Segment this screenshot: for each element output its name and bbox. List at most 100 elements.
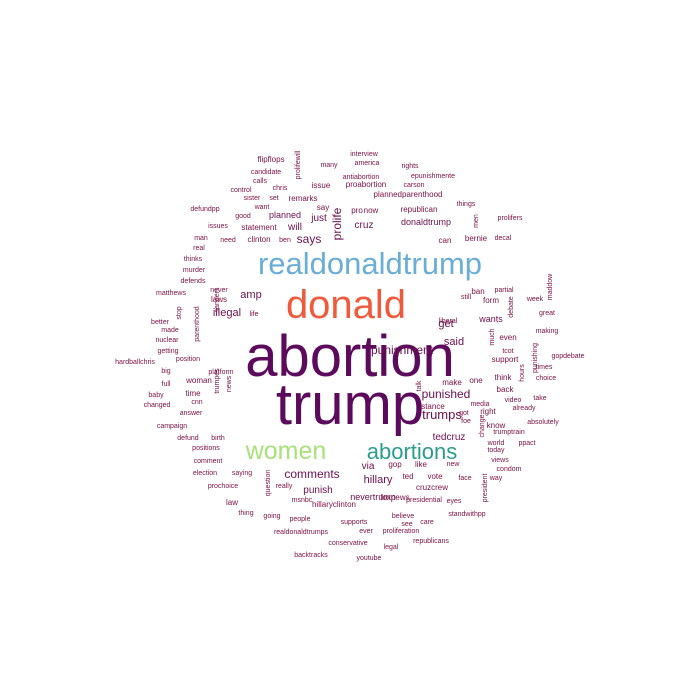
word-thing: thing xyxy=(238,510,253,517)
word-cruz: cruz xyxy=(355,220,374,231)
word-donald: donald xyxy=(286,283,406,327)
word-sister: sister xyxy=(244,195,261,202)
word-getting: getting xyxy=(157,348,178,355)
word-big: big xyxy=(161,368,170,375)
word-trump: trump xyxy=(276,372,424,437)
word-take: take xyxy=(533,395,546,402)
word-laws: laws xyxy=(211,295,227,304)
word-illegal: illegal xyxy=(213,307,241,319)
word-men: men xyxy=(473,214,480,228)
word-decal: decal xyxy=(495,235,512,242)
word-presidential: presidential xyxy=(406,497,442,504)
word-question: question xyxy=(265,470,272,497)
word-news: news xyxy=(226,375,233,392)
word-thinks: thinks xyxy=(184,256,203,263)
word-want: want xyxy=(254,204,270,211)
word-need: need xyxy=(220,237,236,244)
word-time: time xyxy=(185,389,201,398)
word-donaldtrump: donaldtrump xyxy=(401,217,451,227)
word-many: many xyxy=(320,162,338,169)
word-ever: ever xyxy=(359,528,373,535)
word-remarks: remarks xyxy=(289,194,318,203)
word-comment: comment xyxy=(194,458,223,465)
word-set: set xyxy=(269,195,278,202)
word-better: better xyxy=(151,319,170,326)
word-cnn: cnn xyxy=(191,399,202,406)
word-gopdebate: gopdebate xyxy=(551,353,584,360)
word-saying: saying xyxy=(232,470,252,477)
word-republicans: republicans xyxy=(413,538,449,545)
word-hardballchris: hardballchris xyxy=(115,359,155,366)
word-ppact: ppact xyxy=(518,440,535,447)
word-control: control xyxy=(230,187,251,194)
word-views: views xyxy=(491,457,509,464)
word-positions: positions xyxy=(192,445,220,452)
word-support: support xyxy=(492,355,519,364)
word-planned: planned xyxy=(269,210,301,220)
word-said: said xyxy=(444,336,464,348)
word-even: even xyxy=(499,333,516,342)
word-legal: legal xyxy=(384,544,399,551)
word-going: going xyxy=(263,513,280,520)
word-america: america xyxy=(355,160,380,167)
word-foe: foe xyxy=(461,418,471,425)
word-via: via xyxy=(362,461,375,472)
word-face: face xyxy=(458,475,471,482)
word-plannedparenthood: plannedparenthood xyxy=(374,190,443,199)
word-media: media xyxy=(470,401,489,408)
word-things: things xyxy=(457,201,476,208)
word-ban: ban xyxy=(471,287,484,296)
word-women: women xyxy=(245,437,327,465)
word-murder: murder xyxy=(183,267,206,274)
word-real: real xyxy=(193,245,205,252)
word-punishment: punishment xyxy=(371,343,434,357)
word-gop: gop xyxy=(388,460,402,469)
word-defund: defund xyxy=(177,435,199,442)
word-absolutely: absolutely xyxy=(527,419,559,426)
word-amp: amp xyxy=(240,289,261,301)
word-changed: changed xyxy=(144,402,171,409)
word-baby: baby xyxy=(148,392,164,399)
word-antiabortion: antiabortion xyxy=(343,174,380,181)
word-punished: punished xyxy=(422,387,471,401)
word-position: position xyxy=(176,356,200,363)
word-standwithpp: standwithpp xyxy=(448,511,485,518)
word-people: people xyxy=(289,516,310,523)
word-choice: choice xyxy=(536,375,556,382)
word-like: like xyxy=(415,460,428,469)
word-president: president xyxy=(482,474,489,503)
word-hours: hours xyxy=(519,364,526,382)
word-proabortion: proabortion xyxy=(346,180,386,189)
word-wants: wants xyxy=(478,314,503,324)
word-trumptrain: trumptrain xyxy=(493,429,525,436)
word-nevertrump: nevertrump xyxy=(350,492,396,502)
word-issue: issue xyxy=(312,181,331,190)
word-trumpes: trumpes xyxy=(214,368,221,394)
word-hillaryclinton: hillaryclinton xyxy=(312,500,356,509)
word-much: much xyxy=(489,328,496,345)
word-tcot: tcot xyxy=(502,348,513,355)
word-really: really xyxy=(276,483,293,490)
word-clinton: clinton xyxy=(247,235,270,244)
word-ted: ted xyxy=(402,472,413,481)
word-conservative: conservative xyxy=(328,540,367,547)
word-believe: believe xyxy=(392,513,414,520)
word-comments: comments xyxy=(284,467,339,481)
word-law: law xyxy=(226,498,238,507)
word-epunishmente: epunishmente xyxy=(411,173,455,180)
word-parenthood: parenthood xyxy=(194,306,201,342)
word-now: now xyxy=(364,206,379,215)
word-great: great xyxy=(539,310,555,317)
word-sanders: sanders xyxy=(214,287,221,312)
word-carson: carson xyxy=(403,182,424,189)
word-debate: debate xyxy=(508,296,515,318)
word-stop: stop xyxy=(176,306,183,319)
word-rights: rights xyxy=(401,163,419,170)
word-eyes: eyes xyxy=(447,498,462,505)
word-still: still xyxy=(461,294,472,301)
word-liberal: liberal xyxy=(439,318,458,325)
word-calls: calls xyxy=(253,178,268,185)
word-says: says xyxy=(297,232,322,246)
word-good: good xyxy=(235,213,251,220)
